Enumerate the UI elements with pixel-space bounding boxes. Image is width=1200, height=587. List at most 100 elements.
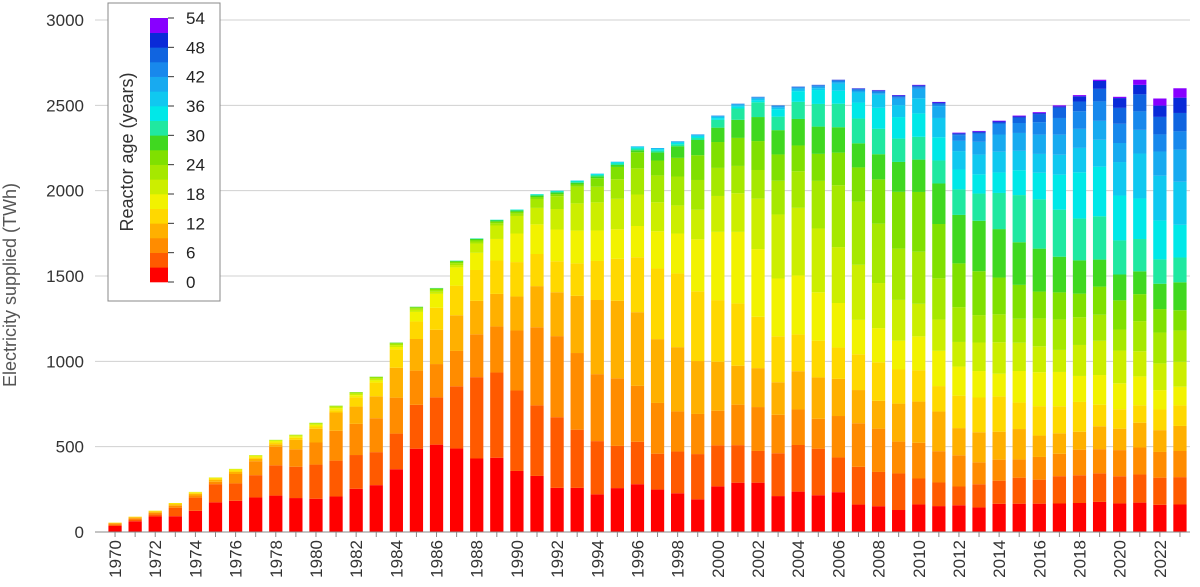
bar-segment [831,457,846,493]
bar-segment [208,481,223,485]
bar-segment [711,116,725,119]
bar-segment [671,451,685,494]
bar-2004 [791,86,805,532]
bar-segment [932,137,946,161]
bar-segment [570,263,584,296]
bar-segment [811,85,825,86]
bar-segment [1113,162,1127,196]
bar-segment [490,219,504,221]
bar-segment [349,406,363,424]
bar-segment [1173,310,1187,331]
bar-segment [892,510,906,532]
bar-segment [932,411,946,452]
bar-segment [892,98,906,106]
bar-segment [1012,318,1026,343]
bar-segment [671,146,685,158]
bar-segment [650,150,665,153]
bar-segment [992,342,1006,374]
bar-2020 [1113,96,1127,532]
bar-segment [771,116,785,131]
bar-segment [610,162,624,164]
bar-segment [510,262,524,297]
bar-segment [1113,409,1127,429]
bar-segment [309,464,323,499]
bar-2013 [972,130,986,532]
bar-segment [470,269,484,301]
bar-segment [811,90,825,104]
bar-segment [952,395,966,429]
legend-swatch [150,223,168,239]
bar-segment [1032,406,1046,436]
bar-segment [691,135,705,137]
bar-segment [871,93,886,95]
bar-segment [1012,459,1026,478]
bar-segment [1153,175,1167,221]
bar-segment [1133,111,1147,130]
bar-segment [691,179,705,210]
bar-segment [269,440,283,442]
bar-segment [871,506,886,532]
bar-segment [691,209,705,240]
bar-segment [470,252,484,270]
bar-2010 [912,84,926,532]
bar-segment [590,176,604,179]
bar-segment [711,118,725,120]
bar-segment [912,401,926,443]
bar-segment [671,157,685,177]
bar-segment [168,507,182,517]
bar-segment [329,412,343,431]
bar-segment [1113,143,1127,163]
bar-segment [731,482,745,532]
bar-segment [1133,405,1147,423]
bar-segment [831,416,846,458]
bar-segment [731,103,745,105]
bar-segment [470,334,484,378]
bar-segment [871,328,886,363]
bar-1990 [510,209,524,532]
bar-segment [630,484,645,532]
bar-segment [932,506,946,532]
bar-segment [771,214,785,279]
bar-segment [871,128,886,155]
bar-segment [449,448,464,532]
bar-segment [1173,361,1187,387]
legend-swatch [150,120,168,136]
y-tick-label: 0 [75,523,84,542]
bar-segment [691,361,705,414]
bar-segment [731,119,745,138]
bar-segment [691,499,705,532]
bar-segment [791,371,805,410]
bar-segment [1133,422,1147,448]
bar-segment [851,118,866,144]
bar-segment [389,349,403,368]
x-tick-label: 2008 [870,540,889,578]
bar-segment [892,138,906,162]
bar-segment [711,195,725,232]
legend-tick-label: 48 [186,38,205,57]
bar-segment [892,441,906,474]
bar-segment [1032,199,1046,249]
bar-segment [1092,404,1107,427]
x-tick-label: 1974 [186,540,205,578]
bar-segment [510,215,524,234]
bar-segment [771,105,785,107]
bar-segment [1092,216,1107,260]
bar-segment [369,396,383,419]
bar-segment [671,347,685,412]
bar-segment [349,455,363,489]
bar-segment [952,455,966,487]
bar-segment [429,364,444,398]
bar-segment [691,140,705,156]
bar-segment [610,258,624,301]
x-tick-label: 2012 [950,540,969,578]
bar-segment [1092,473,1107,502]
bar-segment [952,151,966,170]
bar-segment [1153,430,1167,452]
bar-segment [952,169,966,190]
bar-2008 [871,89,886,532]
bar-segment [831,185,846,248]
bar-segment [610,300,624,379]
bar-segment [309,498,323,532]
bar-segment [952,140,966,152]
bar-segment [1072,172,1087,219]
